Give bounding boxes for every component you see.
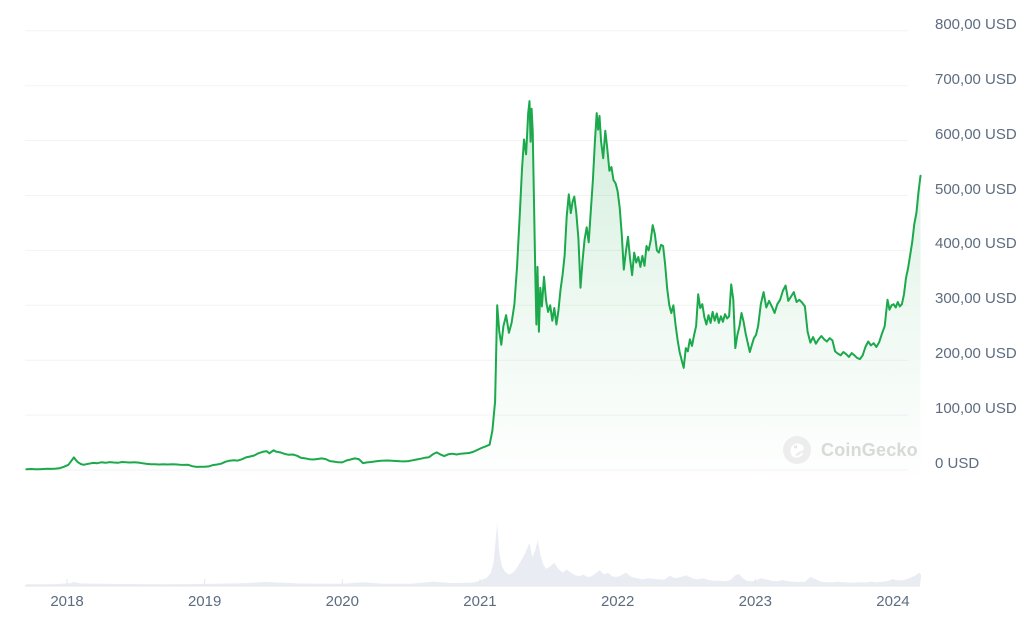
price-area-fill: [26, 101, 921, 486]
y-axis-label: 300,00 USD: [935, 290, 1017, 308]
y-axis-label: 800,00 USD: [935, 15, 1017, 33]
coingecko-logo-icon: [783, 436, 811, 464]
x-axis-label: 2024: [876, 593, 910, 610]
x-axis-label: 2020: [325, 593, 359, 610]
y-axis-label: 200,00 USD: [935, 345, 1017, 363]
price-line: [25, 100, 922, 471]
y-axis-label: 700,00 USD: [935, 70, 1017, 88]
y-axis-label: 600,00 USD: [935, 125, 1017, 143]
y-axis-label: 500,00 USD: [935, 180, 1017, 198]
x-axis-label: 2019: [187, 593, 222, 610]
y-axis-label: 100,00 USD: [935, 400, 1017, 418]
y-axis-label: 0 USD: [935, 455, 980, 472]
y-axis-label: 400,00 USD: [935, 235, 1017, 253]
x-axis-label: 2022: [600, 593, 635, 610]
volume-bars-area: [25, 523, 922, 586]
coingecko-watermark: CoinGecko: [782, 434, 918, 466]
x-axis-line: [25, 579, 920, 587]
x-axis-label: 2018: [50, 593, 84, 610]
x-axis-label: 2021: [463, 593, 497, 610]
watermark-label: CoinGecko: [821, 439, 918, 460]
x-axis-label: 2023: [738, 593, 772, 610]
